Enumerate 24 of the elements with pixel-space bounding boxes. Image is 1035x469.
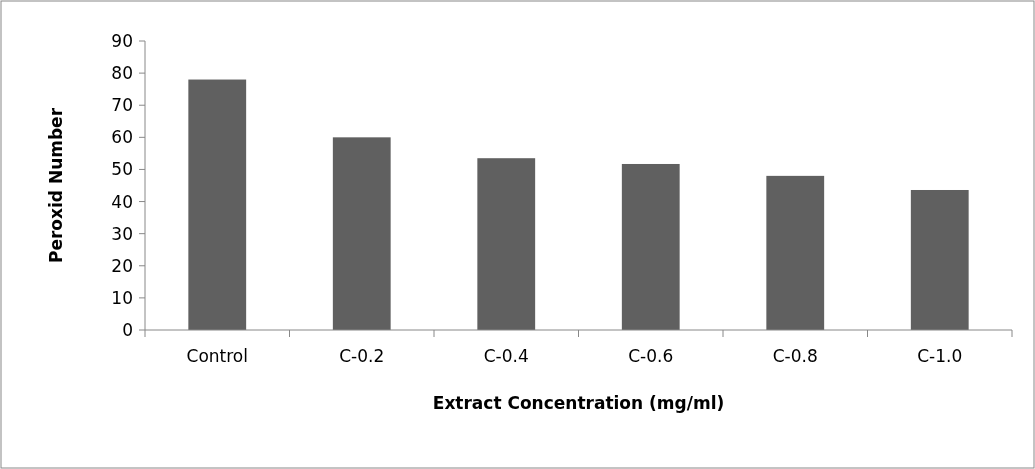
- y-axis-title: Peroxid Number: [46, 107, 66, 264]
- x-tick-label: Control: [186, 346, 248, 366]
- x-tick-label: C-0.6: [628, 346, 674, 366]
- y-tick-label: 40: [111, 191, 133, 212]
- x-tick-label: C-0.8: [772, 346, 818, 366]
- bar: [188, 79, 247, 330]
- x-tick-label: C-0.4: [483, 346, 529, 366]
- bar: [332, 137, 391, 330]
- y-tick-label: 90: [111, 30, 133, 51]
- x-axis-title: Extract Concentration (mg/ml): [432, 393, 725, 413]
- y-tick-label: 70: [111, 95, 133, 116]
- bar: [621, 163, 680, 330]
- y-tick-label: 60: [111, 127, 133, 148]
- bar: [477, 158, 536, 330]
- bar: [766, 175, 825, 330]
- y-tick-label: 20: [111, 255, 133, 276]
- y-tick-label: 0: [122, 319, 133, 340]
- y-tick-label: 50: [111, 159, 133, 180]
- y-tick-label: 30: [111, 223, 133, 244]
- x-tick-label: C-1.0: [917, 346, 963, 366]
- bar: [910, 190, 969, 330]
- y-tick-label: 10: [111, 287, 133, 308]
- x-tick-label: C-0.2: [339, 346, 385, 366]
- y-tick-label: 80: [111, 63, 133, 84]
